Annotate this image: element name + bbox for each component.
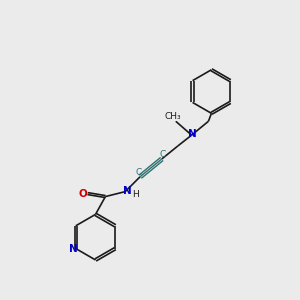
Text: N: N — [188, 129, 197, 139]
Text: H: H — [132, 190, 139, 199]
Text: O: O — [78, 189, 87, 199]
Text: CH₃: CH₃ — [164, 112, 181, 121]
Text: C: C — [136, 168, 142, 177]
Text: N: N — [123, 186, 132, 196]
Text: N: N — [69, 244, 78, 254]
Text: C: C — [160, 151, 166, 160]
